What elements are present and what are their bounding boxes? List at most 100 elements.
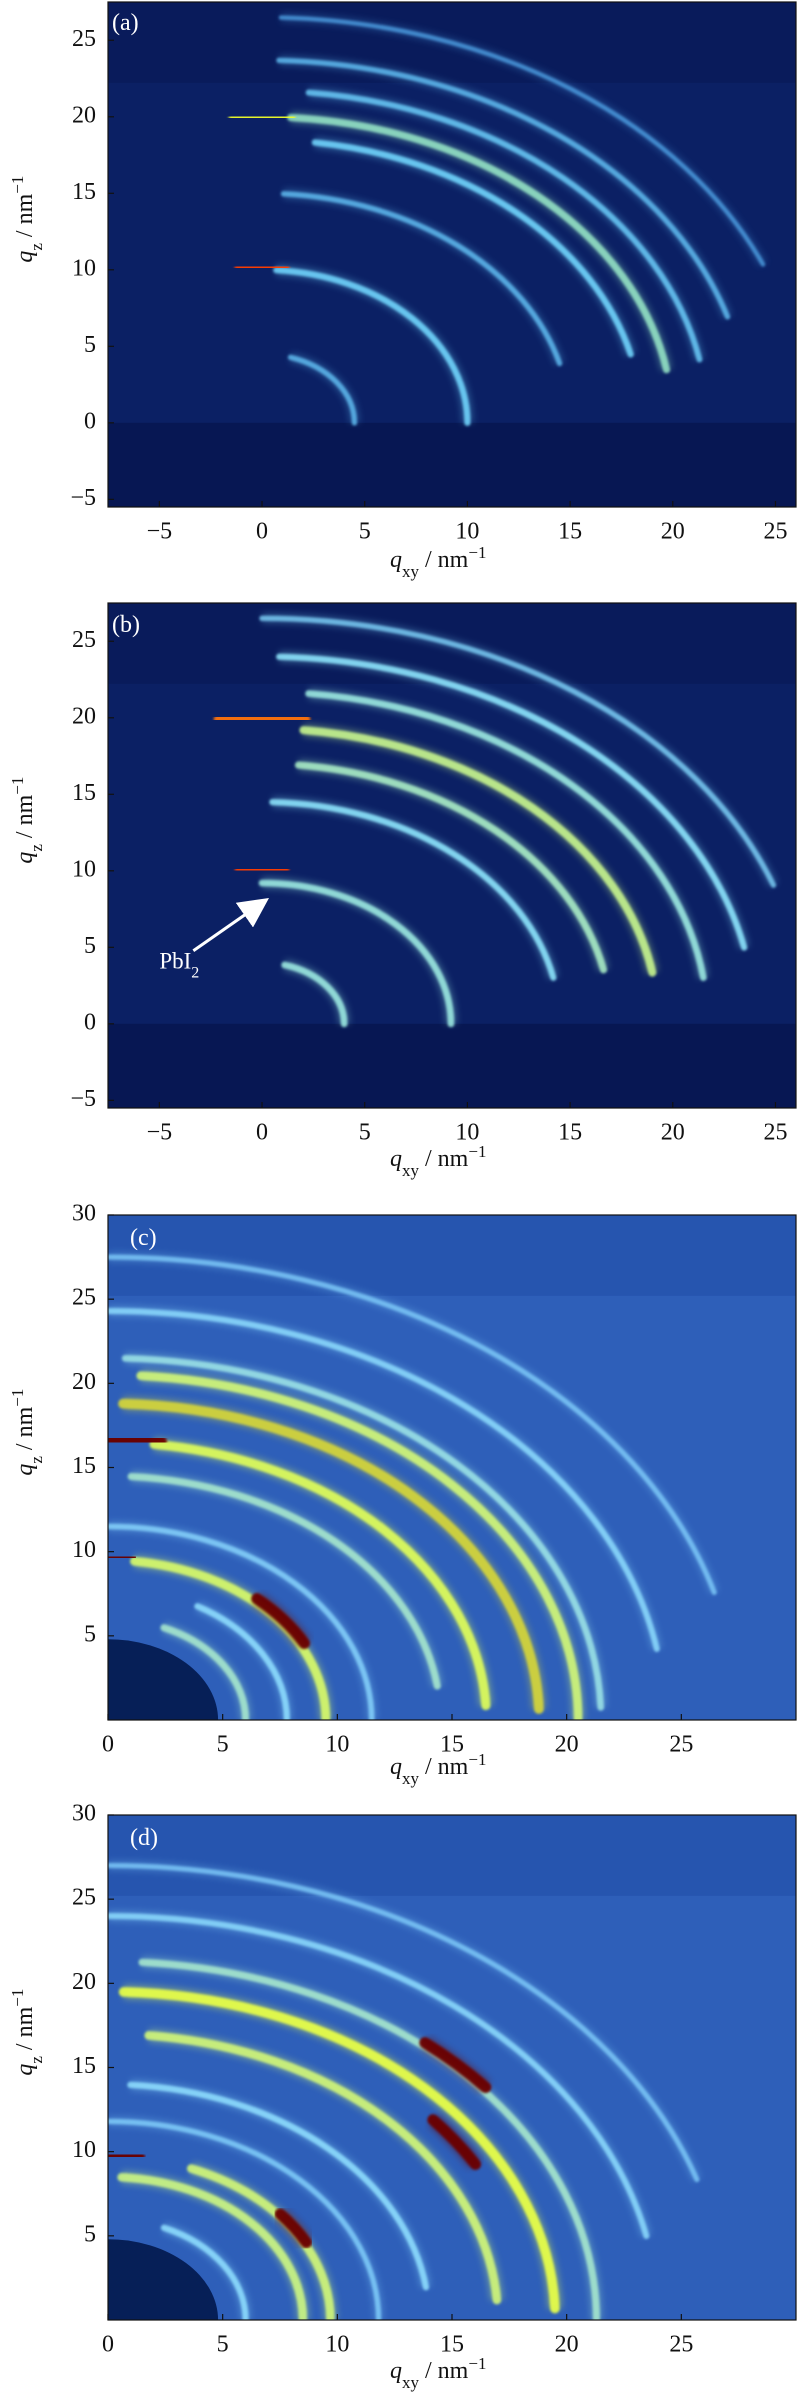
x-tick-label-4: 15 [558,519,582,545]
beamstop-shadow [108,1639,219,1720]
y-tick-label-2: 5 [84,933,96,959]
ring-arc-9 [278,15,766,267]
ring-arc-5 [108,1523,375,1720]
ring-arc-1 [258,879,455,1028]
y-axis-label: qz / nm−1 [8,1989,46,2076]
ring-arc-9 [118,1398,544,1714]
x-tick-label-5: 25 [669,2332,693,2358]
y-axis-label-suffix: / nm [12,193,38,243]
x-axis-label-sub: xy [402,562,420,581]
y-tick-label-5: 30 [72,1201,96,1227]
heatmap-area [108,1815,796,2320]
x-tick-label-5: 25 [669,1732,693,1758]
x-tick-label-2: 10 [325,2332,349,2358]
ring-arc-4 [108,1551,137,1564]
annotation-label: PbI2 [159,949,199,982]
y-tick-label-0: −5 [70,485,96,511]
ring-arc-9 [259,615,777,888]
y-axis-label: qz / nm−1 [8,777,46,864]
ring-arc-5 [299,726,657,977]
panel-label: (a) [112,10,139,36]
x-axis-label-suffix: / nm [419,1146,469,1172]
x-axis-label: qxy / nm−1 [390,1750,486,1788]
ring-arc-12 [108,1913,650,2239]
heatmap-area [108,603,796,1108]
y-tick-label-5: 20 [72,102,96,128]
x-axis-label-base: q [390,1146,402,1172]
x-tick-label-2: 5 [359,519,371,545]
y-tick-label-6: 25 [72,26,96,52]
y-tick-label-3: 20 [72,1969,96,1995]
y-axis-label-base: q [12,251,38,263]
y-tick-label-1: 0 [84,1009,96,1035]
ring-arc-4 [294,761,608,974]
y-tick-label-4: 25 [72,1885,96,1911]
ring-arc-6 [228,111,296,123]
ring-arc-7 [149,1439,491,1711]
y-tick-label-3: 20 [72,1369,96,1395]
x-axis-label-sub: xy [402,1769,420,1788]
y-tick-label-2: 15 [72,2053,96,2079]
x-axis-label-suffix: / nm [419,1754,469,1780]
y-axis-label-sup: −1 [8,176,27,194]
ring-arc-2 [234,261,290,274]
ring-arc-7 [305,690,707,981]
y-axis-label-sub: z [27,243,46,251]
ring-arc-0 [281,961,348,1028]
x-tick-label-6: 25 [763,1120,787,1146]
ring-arc-13 [108,1862,700,2183]
x-tick-label-5: 20 [661,519,685,545]
y-axis-label-base: q [12,2064,38,2076]
y-tick-label-4: 15 [72,780,96,806]
panel-label: (b) [112,612,140,638]
y-axis-label-sub: z [27,1456,46,1464]
y-axis-label-suffix: / nm [12,1406,38,1456]
detector-edge-shade [108,1215,796,1296]
ring-arc-10 [136,1371,583,1720]
ring-arc-3 [251,1593,311,1649]
y-axis-label-base: q [12,852,38,864]
ring-arc-3 [274,2208,313,2249]
plot-frame [107,602,797,1109]
x-axis-label-sub: xy [402,2373,420,2392]
y-tick-label-3: 10 [72,255,96,281]
x-tick-label-0: −5 [147,1120,173,1146]
ring-arc-9 [118,1987,560,2314]
ring-arc-11 [419,2037,492,2093]
ring-arc-8 [108,1433,167,1448]
annotation-label-sub: 2 [191,964,199,981]
ring-arc-13 [108,1254,717,1595]
y-tick-label-2: 15 [72,1453,96,1479]
y-axis-label-sup: −1 [8,1989,27,2007]
x-axis-label-base: q [390,1754,402,1780]
heatmap-area [108,1215,796,1720]
y-tick-label-4: 25 [72,1285,96,1311]
x-tick-label-1: 5 [217,2332,229,2358]
ring-arc-0 [287,354,358,426]
panel-label: (c) [130,1225,157,1251]
x-tick-label-2: 5 [359,1120,371,1146]
x-tick-label-3: 10 [455,1120,479,1146]
ring-arc-1 [117,2173,308,2320]
y-tick-label-3: 10 [72,856,96,882]
y-axis-label-base: q [12,1464,38,1476]
ring-arc-8 [276,57,731,320]
x-tick-label-3: 15 [440,2332,464,2358]
y-tick-label-1: 0 [84,408,96,434]
x-tick-label-4: 20 [555,1732,579,1758]
x-axis-label-sub: xy [402,1161,420,1180]
beamstop-shadow [108,2239,219,2320]
x-tick-label-6: 25 [763,519,787,545]
x-tick-label-1: 0 [256,519,268,545]
x-tick-label-3: 15 [440,1732,464,1758]
plot-frame [107,1,797,508]
y-axis-label-group: qz / nm−1 [8,176,46,263]
ring-arc-6 [127,2081,430,2291]
ring-arc-3 [280,191,563,367]
annotation-label-main: PbI [159,949,191,974]
detector-edge-shade [108,1815,796,1896]
y-axis-label-group: qz / nm−1 [8,777,46,864]
x-tick-label-3: 10 [455,519,479,545]
